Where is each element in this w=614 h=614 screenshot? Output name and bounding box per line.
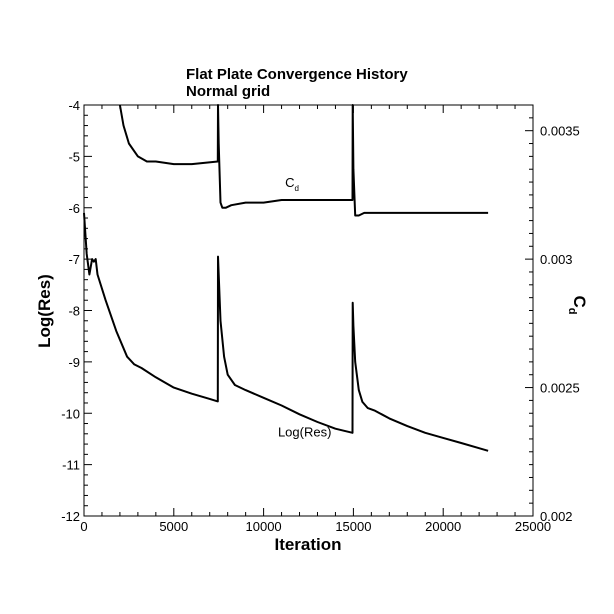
x-axis-ticks: 0 5000 10000 15000 20000 25000 — [80, 105, 551, 534]
y-right-tick-label: 0.0025 — [540, 381, 580, 396]
x-tick-label: 15000 — [335, 519, 371, 534]
y-right-tick-label: 0.0035 — [540, 124, 580, 139]
chart-title: Flat Plate Convergence History — [186, 66, 408, 83]
x-tick-label: 5000 — [159, 519, 188, 534]
y-left-axis-label: Log(Res) — [35, 274, 54, 348]
x-tick-label: 20000 — [425, 519, 461, 534]
x-tick-label: 25000 — [515, 519, 551, 534]
y-left-tick-label: -12 — [61, 509, 80, 524]
y-right-axis-label-sub: d — [566, 308, 578, 315]
series-line-cd — [118, 104, 489, 217]
y-left-tick-label: -9 — [68, 355, 80, 370]
x-tick-label: 0 — [80, 519, 87, 534]
y-left-tick-label: -6 — [68, 201, 80, 216]
series-layer — [83, 104, 489, 452]
y-left-tick-label: -5 — [68, 149, 80, 164]
y-right-axis-label: Cd — [566, 295, 589, 314]
y-left-tick-label: -4 — [68, 98, 80, 113]
plot-frame — [83, 104, 534, 517]
y-left-tick-label: -8 — [68, 304, 80, 319]
x-tick-label: 10000 — [246, 519, 282, 534]
series-line-log-res- — [83, 212, 489, 452]
annotations-layer: Cd Log(Res) — [278, 175, 331, 439]
annotation-label: Cd — [285, 175, 299, 193]
y-left-axis-ticks: -12 -11 -10 -9 -8 -7 -6 -5 -4 — [61, 98, 92, 524]
y-right-axis-label-main: C — [570, 295, 589, 307]
y-left-tick-label: -10 — [61, 406, 80, 421]
y-left-tick-label: -11 — [62, 458, 80, 473]
y-left-tick-label: -7 — [68, 252, 80, 267]
annotation-label: Log(Res) — [278, 424, 331, 439]
y-right-axis-ticks: 0.002 0.0025 0.003 0.0035 — [525, 104, 580, 524]
x-axis-label: Iteration — [274, 535, 341, 554]
chart-subtitle: Normal grid — [186, 83, 270, 100]
y-right-tick-label: 0.002 — [540, 509, 573, 524]
y-right-tick-label: 0.003 — [540, 252, 573, 267]
svg-text:Cd: Cd — [566, 295, 589, 314]
